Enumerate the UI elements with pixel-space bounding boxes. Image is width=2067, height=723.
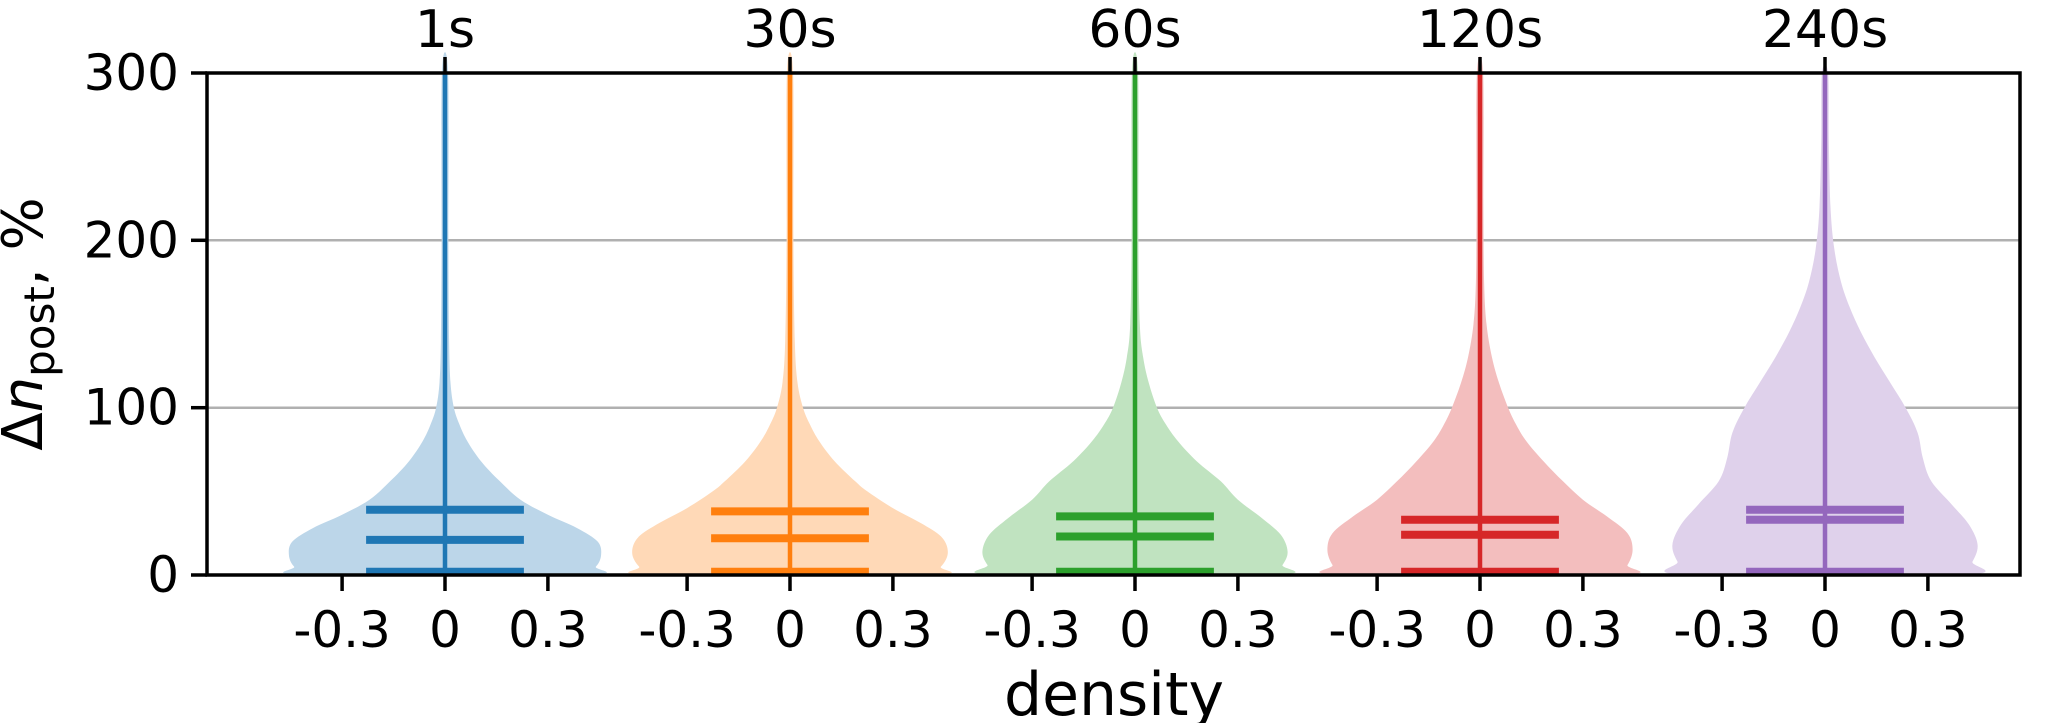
x-tick-label: 0.3 [853,601,933,659]
x-tick-label: 0.3 [508,601,588,659]
x-tick-label: 0.3 [1198,601,1278,659]
violin-30s [628,52,952,577]
x-tick-label: 0 [1464,601,1496,659]
violin-60s [974,52,1296,577]
x-tick-label: 0 [774,601,806,659]
x-tick-label: -0.3 [1328,601,1426,659]
x-tick-label: 0.3 [1888,601,1968,659]
x-axis-label: density [1004,660,1224,723]
group-label-30s: 30s [743,0,836,60]
group-label-60s: 60s [1088,0,1181,60]
group-label-120s: 120s [1417,0,1543,60]
group-label-1s: 1s [415,0,475,60]
y-tick-label: 0 [147,546,179,604]
violin-1s [283,52,607,577]
y-axis-label: Δnpost, % [0,197,64,450]
x-tick-label: -0.3 [293,601,391,659]
x-tick-label: -0.3 [638,601,736,659]
violin-120s [1319,56,1641,577]
x-tick-label: -0.3 [1673,601,1771,659]
plot-box [205,71,2022,577]
x-tick-label: 0.3 [1543,601,1623,659]
y-tick-label: 200 [84,211,179,269]
x-tick-label: 0 [1809,601,1841,659]
y-tick-label: 100 [84,379,179,437]
x-tick-label: 0 [1119,601,1151,659]
group-label-240s: 240s [1762,0,1888,60]
y-tick-label: 300 [84,44,179,102]
x-tick-label: -0.3 [983,601,1081,659]
x-tick-label: 0 [429,601,461,659]
violin-240s [1664,64,1986,577]
